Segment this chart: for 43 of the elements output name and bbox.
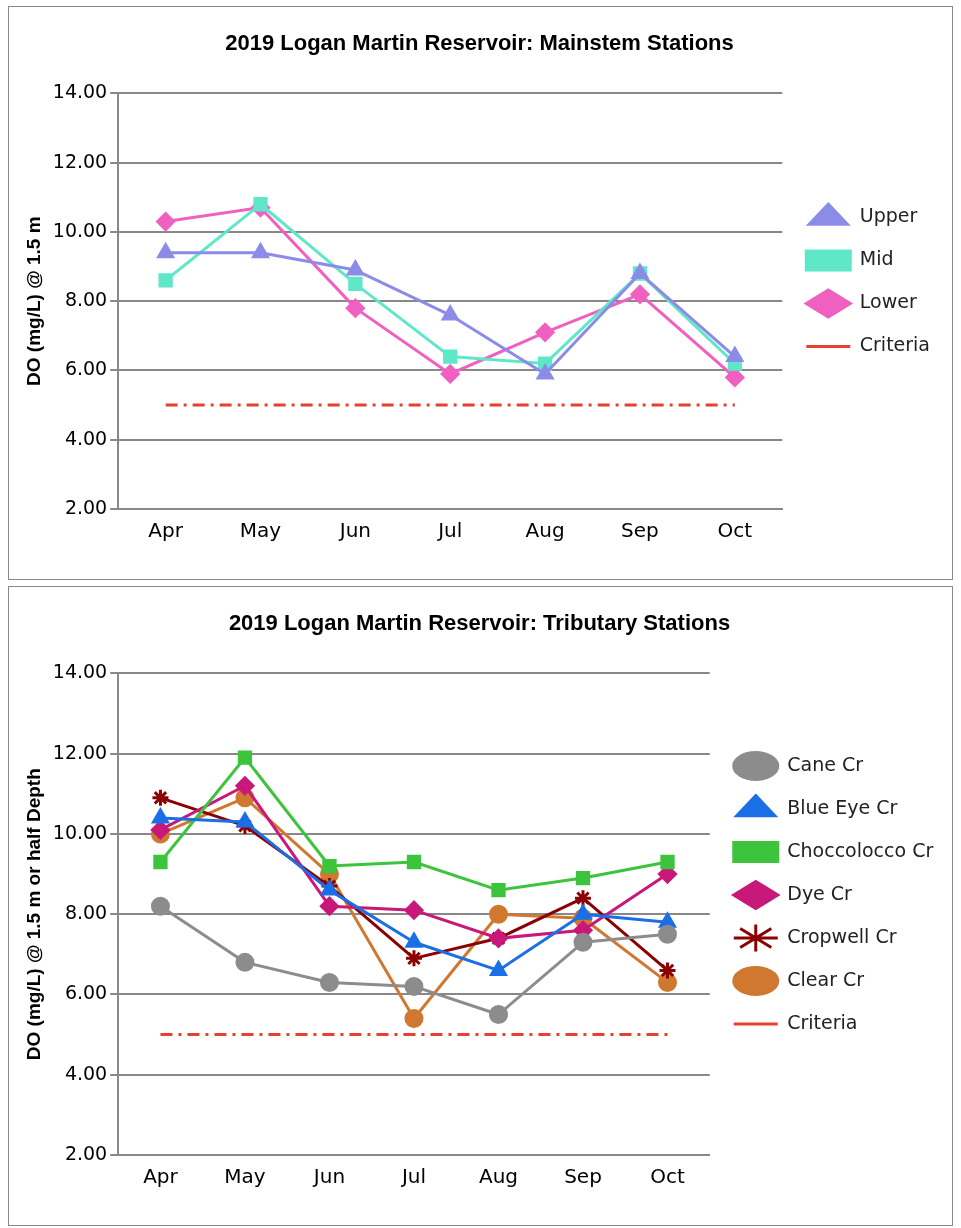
legend-label: Choccolocco Cr: [787, 838, 934, 861]
y-tick-label: 8.00: [64, 288, 108, 311]
legend-label: Clear Cr: [787, 967, 865, 990]
legend-label: Dye Cr: [787, 881, 853, 904]
legend-label: Mid: [859, 247, 894, 270]
legend-label: Lower: [859, 290, 917, 313]
x-tick-label: Oct: [717, 518, 753, 543]
chart-title: 2019 Logan Martin Reservoir: Mainstem Stations: [225, 30, 734, 56]
y-tick-label: 14.00: [52, 660, 108, 683]
legend-label: Cropwell Cr: [787, 924, 897, 947]
x-tick-label: Aug: [478, 1164, 519, 1189]
y-tick-label: 2.00: [64, 495, 108, 518]
y-tick-label: 14.00: [52, 80, 108, 103]
y-tick-label: 2.00: [64, 1141, 108, 1164]
x-tick-label: Sep: [564, 1164, 602, 1189]
x-tick-label: May: [239, 518, 282, 543]
y-tick-label: 8.00: [64, 901, 108, 924]
legend-label: Cane Cr: [787, 752, 864, 775]
chart-title: 2019 Logan Martin Reservoir: Tributary Stations: [228, 610, 731, 636]
y-tick-label: 4.00: [64, 1061, 108, 1084]
y-tick-label: 12.00: [52, 740, 108, 763]
x-tick-label: Oct: [650, 1164, 685, 1189]
legend-label: Criteria: [787, 1010, 858, 1033]
legend-label: Criteria: [859, 333, 930, 356]
x-tick-label: Aug: [525, 518, 565, 543]
y-tick-label: 4.00: [64, 426, 108, 449]
y-tick-label: 6.00: [64, 357, 108, 380]
x-tick-label: Apr: [143, 1164, 179, 1189]
x-tick-label: Apr: [148, 518, 184, 543]
x-tick-label: Jun: [311, 1164, 346, 1189]
y-axis-title: DO (mg/L) @ 1.5 m or half Depth: [22, 768, 44, 1061]
x-tick-label: Jul: [436, 518, 463, 543]
x-tick-label: Jul: [399, 1164, 427, 1189]
y-tick-label: 6.00: [64, 981, 108, 1004]
legend-label: Upper: [859, 204, 918, 227]
y-axis-title: DO (mg/L) @ 1.5 m: [22, 216, 44, 386]
y-tick-label: 10.00: [52, 820, 108, 843]
x-tick-label: Sep: [621, 518, 659, 543]
x-tick-label: May: [224, 1164, 266, 1189]
y-tick-label: 10.00: [52, 218, 108, 241]
y-tick-label: 12.00: [52, 149, 108, 172]
x-tick-label: Jun: [337, 518, 371, 543]
legend-label: Blue Eye Cr: [787, 795, 898, 818]
